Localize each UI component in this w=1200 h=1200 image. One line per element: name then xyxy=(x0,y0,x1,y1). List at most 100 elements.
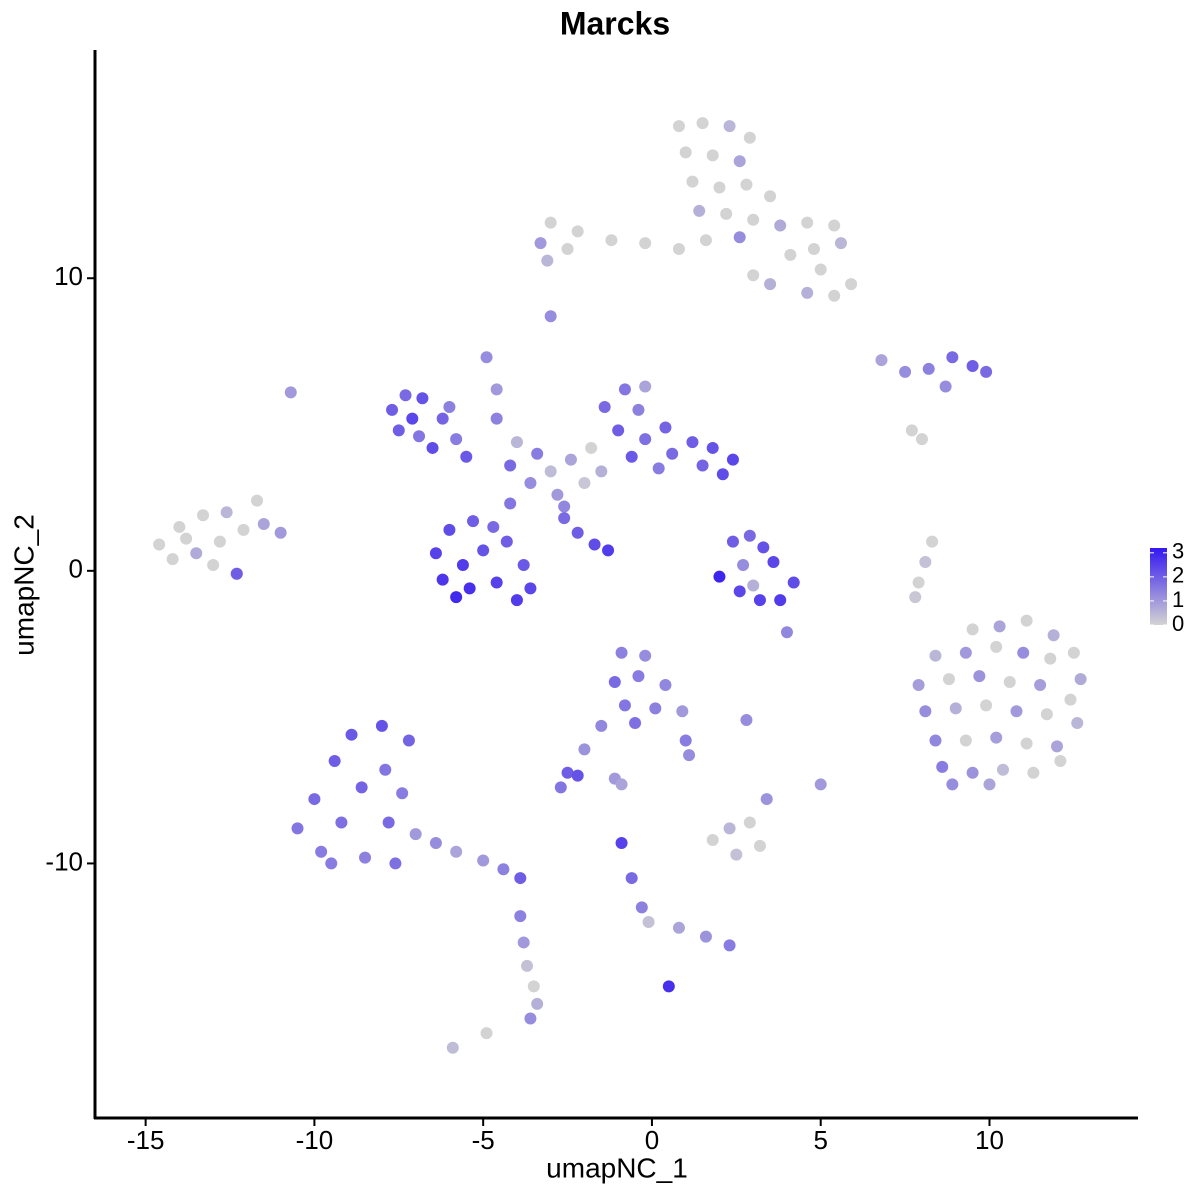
x-tick-label: -15 xyxy=(127,1125,165,1155)
cell-point xyxy=(230,567,243,580)
cell-point xyxy=(284,386,297,399)
cell-point xyxy=(942,673,955,686)
cell-point xyxy=(642,915,655,928)
colorbar-tick-label: 3 xyxy=(1172,539,1184,564)
cell-point xyxy=(446,1041,459,1054)
cell-point xyxy=(733,231,746,244)
cell-point xyxy=(686,175,699,188)
cell-point xyxy=(1027,766,1040,779)
cell-point xyxy=(929,649,942,662)
cell-point xyxy=(524,477,537,490)
cell-point xyxy=(207,558,220,571)
x-tick-label: 10 xyxy=(975,1125,1004,1155)
cell-point xyxy=(180,532,193,545)
cell-point xyxy=(639,649,652,662)
cell-point xyxy=(517,936,530,949)
cell-point xyxy=(699,930,712,943)
cell-point xyxy=(764,278,777,291)
cell-point xyxy=(959,646,972,659)
cell-point xyxy=(757,541,770,554)
cell-point xyxy=(450,845,463,858)
cell-point xyxy=(197,509,210,522)
x-tick-label: -10 xyxy=(296,1125,334,1155)
cell-point xyxy=(784,248,797,261)
cell-point xyxy=(467,515,480,528)
cell-point xyxy=(767,556,780,569)
cell-point xyxy=(632,670,645,683)
colorbar xyxy=(1150,548,1167,625)
cell-point xyxy=(915,433,928,446)
cell-point xyxy=(409,828,422,841)
cell-point xyxy=(375,719,388,732)
cell-point xyxy=(1034,678,1047,691)
cell-point xyxy=(436,412,449,425)
cell-point xyxy=(676,705,689,718)
cell-point xyxy=(544,310,557,323)
cell-point xyxy=(251,494,264,507)
cell-point xyxy=(946,351,959,364)
cell-point xyxy=(1047,629,1060,642)
cell-point xyxy=(544,465,557,478)
cell-point xyxy=(1040,708,1053,721)
cell-point xyxy=(764,190,777,203)
y-tick-label: 0 xyxy=(69,554,83,584)
cell-point xyxy=(774,594,787,607)
cell-point xyxy=(683,749,696,762)
cell-point xyxy=(740,714,753,727)
cell-point xyxy=(558,512,571,525)
cell-point xyxy=(615,778,628,791)
cell-point xyxy=(517,558,530,571)
x-axis-title: umapNC_1 xyxy=(546,1152,688,1183)
cell-point xyxy=(966,623,979,636)
cell-point xyxy=(477,854,490,867)
cell-point xyxy=(1064,693,1077,706)
cell-point xyxy=(905,424,918,437)
cell-point xyxy=(571,225,584,238)
cell-point xyxy=(753,594,766,607)
cell-point xyxy=(406,412,419,425)
cell-point xyxy=(335,816,348,829)
cell-point xyxy=(814,778,827,791)
cell-point xyxy=(1044,652,1057,665)
cell-point xyxy=(514,872,527,885)
cell-point xyxy=(753,839,766,852)
cell-point xyxy=(659,678,672,691)
cell-point xyxy=(510,594,523,607)
cell-point xyxy=(1050,740,1063,753)
cell-point xyxy=(723,120,736,133)
cell-point xyxy=(990,731,1003,744)
cell-point xyxy=(740,178,753,191)
cell-point xyxy=(1071,716,1084,729)
cell-point xyxy=(959,734,972,747)
cell-point xyxy=(679,734,692,747)
cell-point xyxy=(605,234,618,247)
cell-point xyxy=(571,769,584,782)
cell-point xyxy=(190,547,203,560)
cell-point xyxy=(541,254,554,267)
cell-point xyxy=(679,146,692,159)
cell-point xyxy=(450,433,463,446)
cell-point xyxy=(662,980,675,993)
cell-point xyxy=(723,822,736,835)
cell-point xyxy=(996,763,1009,776)
cell-point xyxy=(355,781,368,794)
cell-point xyxy=(213,535,226,548)
cell-point xyxy=(706,834,719,847)
cell-point xyxy=(743,529,756,542)
cell-point xyxy=(564,453,577,466)
cell-point xyxy=(463,582,476,595)
cell-point xyxy=(699,234,712,247)
cell-point xyxy=(1074,673,1087,686)
cell-point xyxy=(993,620,1006,633)
cell-point xyxy=(524,582,537,595)
cell-point xyxy=(716,468,729,481)
cell-point xyxy=(443,523,456,536)
cell-point xyxy=(450,591,463,604)
cell-point xyxy=(743,816,756,829)
cell-point xyxy=(497,863,510,876)
cell-point xyxy=(615,836,628,849)
cell-point xyxy=(1067,646,1080,659)
cell-point xyxy=(480,1027,493,1040)
y-tick-label: 10 xyxy=(54,261,83,291)
cell-point xyxy=(578,743,591,756)
